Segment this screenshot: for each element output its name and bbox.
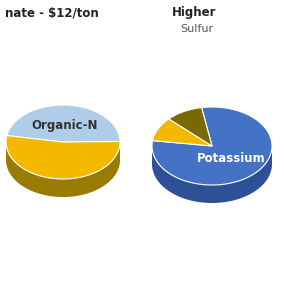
Polygon shape bbox=[152, 147, 272, 203]
Text: Organic-N: Organic-N bbox=[32, 119, 98, 132]
Polygon shape bbox=[7, 105, 120, 142]
Polygon shape bbox=[6, 135, 120, 179]
Polygon shape bbox=[153, 119, 212, 146]
Text: Higher: Higher bbox=[172, 6, 216, 19]
Polygon shape bbox=[6, 142, 120, 197]
Text: nate - $12/ton: nate - $12/ton bbox=[5, 6, 99, 19]
Text: Potassium: Potassium bbox=[197, 152, 266, 165]
Text: Sulfur: Sulfur bbox=[180, 24, 213, 34]
Polygon shape bbox=[169, 108, 212, 146]
Polygon shape bbox=[152, 107, 272, 185]
